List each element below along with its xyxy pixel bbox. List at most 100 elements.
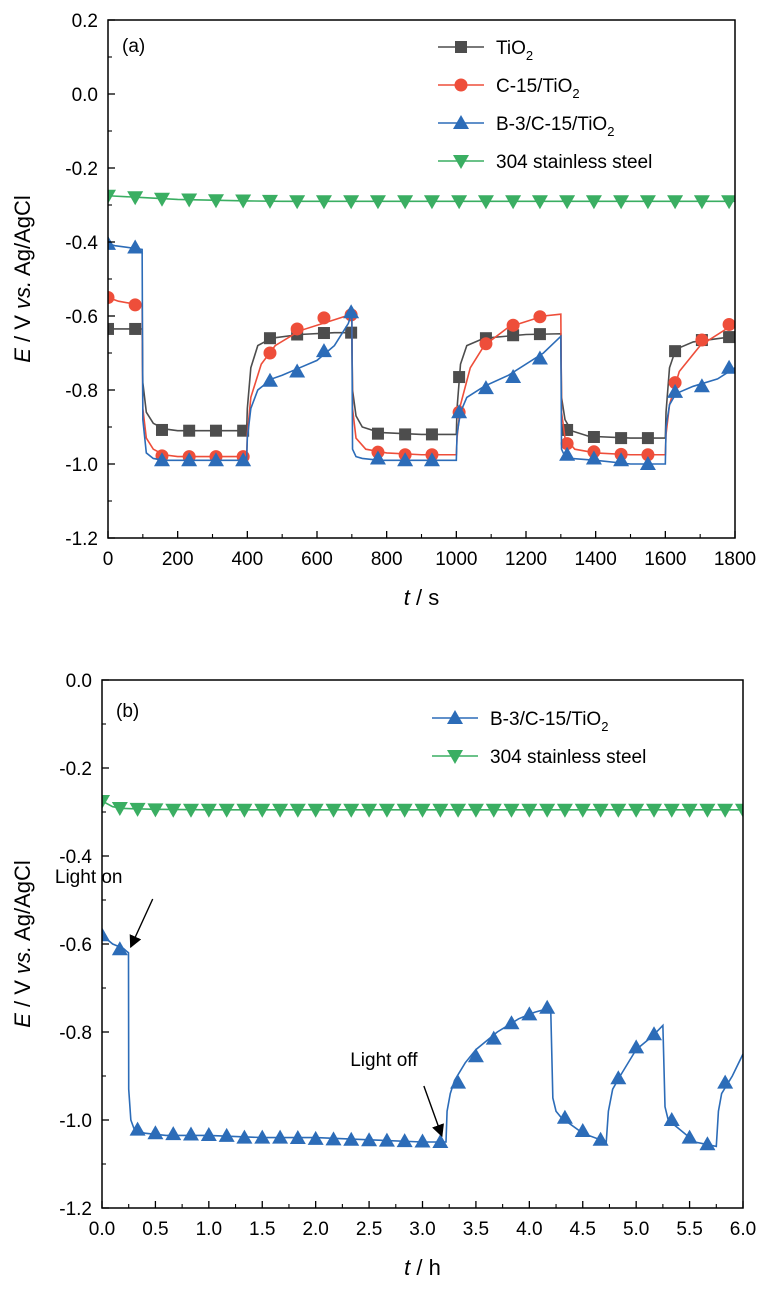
data-point-b-1-9 xyxy=(254,803,271,818)
data-point-a-3-16 xyxy=(531,195,548,210)
data-point-b-1-7 xyxy=(218,803,235,818)
legend-label-subscript-a-0: 2 xyxy=(526,48,533,63)
x-tick-label-a-0: 0 xyxy=(103,549,114,570)
data-point-a-2-15 xyxy=(505,369,522,384)
x-tick-label-b-8: 4.0 xyxy=(516,1219,542,1240)
legend-label-a-3: 304 stainless steel xyxy=(496,152,652,173)
y-tick-label-a-3: -0.6 xyxy=(65,307,98,328)
y-tick-label-b-6: 0.0 xyxy=(66,671,92,692)
data-point-a-0-2 xyxy=(155,423,168,436)
data-point-a-3-0 xyxy=(108,189,116,204)
x-axis-unit-a: / s xyxy=(410,585,439,610)
data-point-b-1-29 xyxy=(610,803,627,818)
y-axis-ref-a: Ag/AgCl xyxy=(10,195,35,281)
plot-area-a xyxy=(108,189,735,470)
data-point-b-0-23 xyxy=(503,1015,520,1030)
data-point-a-2-16 xyxy=(531,350,548,365)
data-point-a-1-21 xyxy=(668,376,682,390)
data-point-b-1-24 xyxy=(521,803,538,818)
data-point-a-2-23 xyxy=(721,359,735,374)
data-point-b-1-31 xyxy=(646,803,663,818)
data-point-a-0-19 xyxy=(615,432,628,445)
data-point-b-1-30 xyxy=(628,803,645,818)
data-point-a-3-6 xyxy=(261,194,278,209)
data-point-a-0-10 xyxy=(371,427,384,440)
data-point-a-2-10 xyxy=(369,450,386,465)
annotation-arrow-0 xyxy=(129,898,154,949)
data-point-b-0-20 xyxy=(450,1074,467,1089)
data-point-a-1-22 xyxy=(695,333,709,347)
legend-marker-a-0 xyxy=(455,41,467,53)
data-point-a-2-3 xyxy=(181,452,198,467)
x-tick-label-a-3: 600 xyxy=(301,549,333,570)
legend-marker-a-3 xyxy=(453,155,469,169)
data-point-a-2-7 xyxy=(289,363,306,378)
panel-label-b: (b) xyxy=(116,701,139,722)
x-tick-label-b-12: 6.0 xyxy=(730,1219,756,1240)
data-point-b-0-2 xyxy=(129,1121,146,1136)
data-point-a-3-21 xyxy=(667,195,684,210)
data-point-a-3-13 xyxy=(451,195,468,210)
data-point-a-3-18 xyxy=(585,195,602,210)
y-tick-label-a-1: -1.0 xyxy=(65,455,98,476)
data-point-b-0-4 xyxy=(165,1126,182,1141)
y-tick-label-a-7: 0.2 xyxy=(72,11,98,32)
data-point-b-1-28 xyxy=(592,803,609,818)
x-tick-label-a-7: 1400 xyxy=(575,549,617,570)
x-tick-label-a-4: 800 xyxy=(371,549,403,570)
data-point-a-1-17 xyxy=(560,437,574,451)
data-point-b-0-3 xyxy=(147,1125,164,1140)
x-axis-var-b: t xyxy=(404,1255,411,1280)
data-point-b-1-32 xyxy=(663,803,680,818)
data-point-b-0-0 xyxy=(102,927,110,942)
data-point-b-1-8 xyxy=(236,803,253,818)
data-point-a-0-15 xyxy=(507,329,520,342)
data-point-b-0-19 xyxy=(432,1134,449,1148)
legend-label-text-a-1: C-15/TiO xyxy=(496,76,572,97)
data-point-a-2-13 xyxy=(451,404,468,419)
x-tick-label-b-10: 5.0 xyxy=(623,1219,649,1240)
legend-label-text-b-1: 304 stainless steel xyxy=(490,747,646,768)
annotation-label-1: Light off xyxy=(350,1050,418,1071)
data-point-a-0-3 xyxy=(183,424,196,437)
data-point-b-0-7 xyxy=(218,1127,235,1142)
legend-marker-b-0 xyxy=(447,710,463,724)
legend-label-b-1: 304 stainless steel xyxy=(490,747,646,768)
data-point-a-0-11 xyxy=(399,428,412,441)
y-tick-label-a-2: -0.8 xyxy=(65,381,98,402)
legend-label-a-0: TiO2 xyxy=(496,38,533,63)
data-point-a-1-16 xyxy=(533,310,547,324)
data-point-a-2-5 xyxy=(235,452,252,467)
legend-b: B-3/C-15/TiO2 304 stainless steel xyxy=(432,709,646,768)
series-line-a-1 xyxy=(108,296,735,458)
legend-marker-a-1 xyxy=(454,78,468,92)
plot-area-b xyxy=(102,795,743,1151)
data-point-b-1-13 xyxy=(325,803,342,818)
data-point-a-0-5 xyxy=(237,424,250,437)
plot-frame-b xyxy=(101,679,744,1209)
data-point-a-3-23 xyxy=(721,195,735,210)
data-point-b-0-26 xyxy=(556,1109,573,1124)
data-point-b-0-9 xyxy=(254,1129,271,1144)
data-point-a-3-14 xyxy=(477,195,494,210)
data-point-b-1-10 xyxy=(272,803,289,818)
data-point-a-2-2 xyxy=(153,452,170,467)
data-point-a-2-9 xyxy=(343,304,360,319)
data-point-b-1-21 xyxy=(467,803,484,818)
data-point-b-0-14 xyxy=(343,1131,360,1146)
data-point-b-0-22 xyxy=(485,1030,502,1045)
data-point-a-3-8 xyxy=(315,195,332,210)
data-point-b-1-25 xyxy=(539,803,556,818)
data-point-a-2-21 xyxy=(667,383,684,398)
data-point-a-1-7 xyxy=(290,322,304,336)
data-point-a-1-1 xyxy=(128,298,142,312)
panel-label-a: (a) xyxy=(122,36,145,57)
data-point-b-0-25 xyxy=(539,999,556,1014)
x-tick-label-b-0: 0.0 xyxy=(89,1219,115,1240)
data-point-b-1-6 xyxy=(200,803,217,818)
data-point-b-1-19 xyxy=(432,803,449,818)
data-point-a-0-4 xyxy=(209,424,222,437)
data-point-b-0-15 xyxy=(361,1132,378,1147)
data-point-a-2-11 xyxy=(397,452,414,467)
x-tick-label-b-9: 4.5 xyxy=(570,1219,596,1240)
